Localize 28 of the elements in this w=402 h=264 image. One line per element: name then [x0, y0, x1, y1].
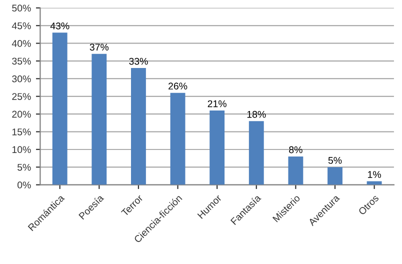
y-tick-label: 40% [12, 40, 31, 47]
bar [210, 110, 225, 185]
data-label: 1% [368, 171, 381, 178]
y-tick-label: 35% [12, 58, 31, 65]
data-label: 33% [129, 58, 148, 65]
y-tick-label: 15% [12, 128, 31, 136]
y-tick-label: 10% [12, 146, 31, 154]
bar [92, 54, 107, 185]
y-tick-label: 5% [18, 164, 31, 171]
data-label: 21% [208, 100, 226, 108]
data-label: 43% [50, 22, 70, 30]
bar [52, 32, 68, 185]
y-tick-label: 30% [12, 75, 31, 82]
data-label: 26% [168, 82, 188, 90]
y-tick-label: 25% [12, 93, 31, 100]
y-tick-label: 0% [18, 182, 31, 188]
y-tick-label: 20% [12, 110, 31, 118]
bar [170, 92, 186, 185]
data-label: 37% [90, 44, 109, 51]
bar [248, 121, 264, 185]
data-label: 8% [289, 146, 302, 154]
bar [328, 167, 342, 185]
bar [131, 68, 146, 185]
data-label: 5% [328, 156, 342, 164]
y-tick-label: 50% [12, 4, 31, 12]
bar [288, 156, 304, 185]
y-tick-label: 45% [12, 22, 31, 30]
data-label: 18% [247, 110, 266, 118]
